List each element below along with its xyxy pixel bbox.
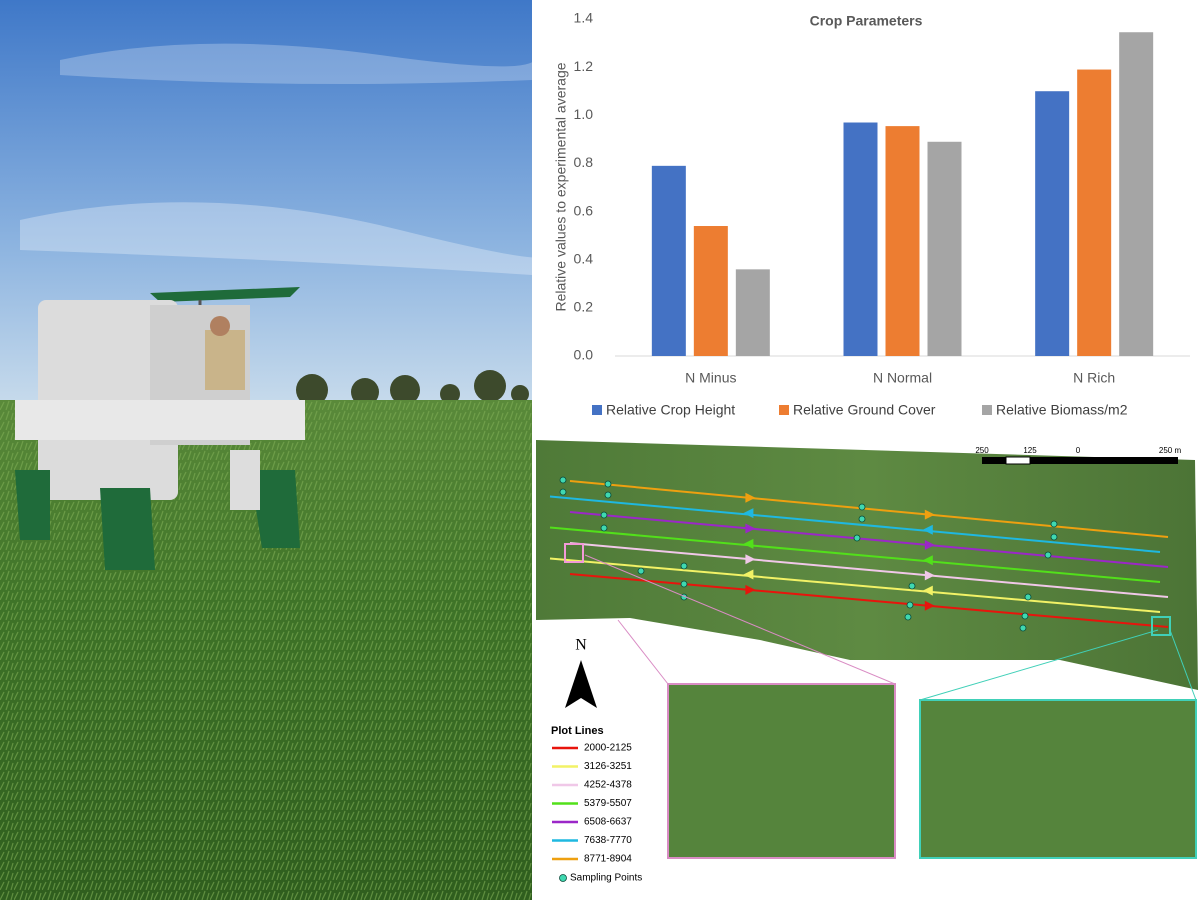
legend-label: Relative Crop Height <box>606 402 735 418</box>
legend-swatch <box>779 405 789 415</box>
y-tick-label: 0.0 <box>574 347 594 363</box>
y-tick-label: 1.0 <box>574 106 594 122</box>
sampling-point <box>600 524 608 532</box>
direction-arrow <box>924 600 935 611</box>
bar <box>885 126 920 356</box>
legend-label: 5379-5507 <box>584 798 632 809</box>
legend-label: 8771-8904 <box>584 854 632 865</box>
direction-arrow <box>745 523 756 534</box>
plot-line <box>569 573 1169 628</box>
sampling-point <box>559 476 567 484</box>
bar <box>693 226 728 356</box>
sampling-point <box>604 480 612 488</box>
legend-point <box>559 874 567 882</box>
chart-title: Crop Parameters <box>810 13 923 29</box>
bar <box>1077 69 1112 357</box>
sampling-point <box>1021 612 1029 620</box>
direction-arrow <box>745 584 756 595</box>
sampling-point <box>1024 593 1032 601</box>
direction-arrow <box>743 508 754 519</box>
bar <box>843 122 878 356</box>
scale-label: 250 m <box>1159 446 1182 455</box>
sampling-point <box>1050 533 1058 541</box>
direction-arrow <box>743 538 754 549</box>
x-tick-label: N Minus <box>685 370 736 386</box>
scale-label: 0 <box>1076 446 1081 455</box>
sampling-point <box>1050 520 1058 528</box>
y-tick-label: 1.4 <box>574 10 594 26</box>
direction-arrow <box>924 570 935 581</box>
scale-label: 125 <box>1023 446 1037 455</box>
aerial-image <box>536 440 1198 690</box>
direction-arrow <box>922 555 933 566</box>
inset-left <box>667 683 896 859</box>
legend-label: 6508-6637 <box>584 817 632 828</box>
plot-line <box>549 495 1161 553</box>
sampling-point <box>906 601 914 609</box>
y-tick-label: 0.2 <box>574 299 594 315</box>
plot-line <box>549 526 1161 583</box>
sampling-point <box>1044 551 1052 559</box>
plot-area: 0.0 0.2 0.4 0.6 0.8 1.0 1.2 1.4 N Minus N Normal N… <box>574 10 1190 418</box>
legend-label: 3126-3251 <box>584 761 632 772</box>
bar <box>735 269 770 356</box>
sampling-point <box>858 503 866 511</box>
direction-arrow <box>922 524 933 535</box>
legend-swatch <box>592 405 602 415</box>
sampling-point <box>908 582 916 590</box>
y-axis-label: Relative values to experimental average <box>553 62 569 311</box>
x-tick-label: N Rich <box>1073 370 1115 386</box>
bar <box>927 141 962 356</box>
sampling-point <box>904 613 912 621</box>
legend-label: 4252-4378 <box>584 780 632 791</box>
north-label: N <box>575 637 587 654</box>
legend-title: Plot Lines <box>551 725 604 737</box>
sampling-point <box>559 488 567 496</box>
x-tick-label: N Normal <box>873 370 932 386</box>
sampling-point <box>680 580 688 588</box>
sampling-point <box>680 562 688 570</box>
plot-line <box>549 557 1161 613</box>
direction-arrow <box>745 492 756 503</box>
legend-swatch <box>982 405 992 415</box>
direction-arrow <box>922 585 933 596</box>
legend-label: Relative Ground Cover <box>793 402 936 418</box>
y-tick-label: 1.2 <box>574 58 594 74</box>
scale-bar: 250 125 0 250 m <box>975 446 1182 465</box>
sampling-point <box>853 534 861 542</box>
sampling-point <box>600 511 608 519</box>
north-arrow: N <box>565 637 597 708</box>
bar <box>1119 32 1154 356</box>
sampling-point <box>604 491 612 499</box>
direction-arrow <box>745 554 756 565</box>
scale-label: 250 <box>975 446 989 455</box>
direction-arrow <box>743 569 754 580</box>
legend-label: 7638-7770 <box>584 835 632 846</box>
sampling-point <box>637 567 645 575</box>
legend-label: Relative Biomass/m2 <box>996 402 1128 418</box>
bar <box>1035 91 1070 356</box>
plot-line <box>569 542 1169 598</box>
legend-label: 2000-2125 <box>584 743 632 754</box>
bar <box>651 165 686 356</box>
photo <box>0 0 550 900</box>
plot-line <box>569 480 1169 538</box>
inset-right <box>919 699 1197 859</box>
sampling-point <box>1019 624 1027 632</box>
y-tick-label: 0.4 <box>574 250 594 266</box>
direction-arrow <box>924 509 935 520</box>
y-tick-label: 0.6 <box>574 202 594 218</box>
direction-arrow <box>924 540 935 550</box>
plot-line <box>569 511 1169 568</box>
legend-label: Sampling Points <box>570 873 642 884</box>
y-tick-label: 0.8 <box>574 154 594 170</box>
sampling-point <box>858 515 866 523</box>
